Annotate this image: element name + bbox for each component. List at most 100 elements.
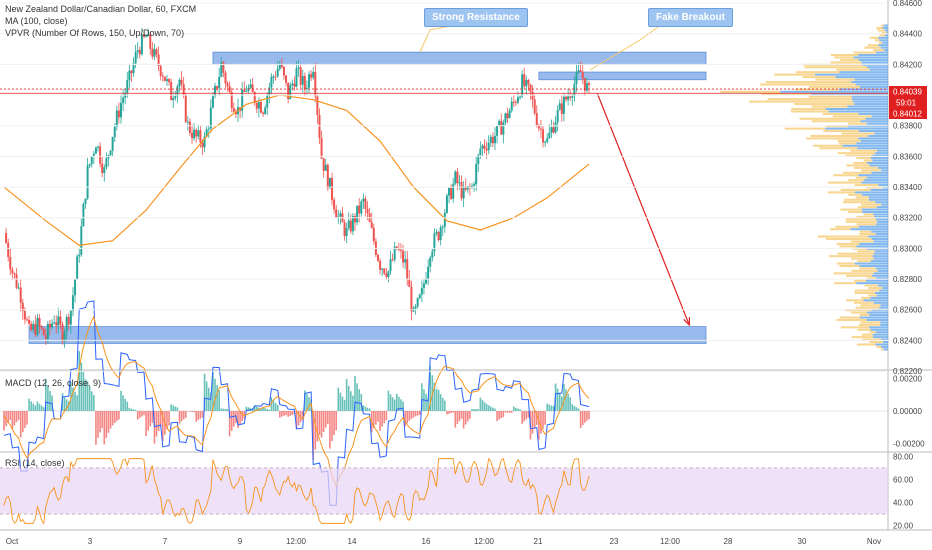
- macd-histogram-bar: [203, 373, 206, 411]
- volume-row-down: [859, 314, 870, 317]
- macd-histogram-bar: [462, 411, 465, 429]
- strong-resistance-label[interactable]: Strong Resistance: [424, 8, 528, 27]
- macd-histogram-bar: [515, 407, 517, 411]
- rsi-panel[interactable]: 80.00 60.00 40.00 20.00: [0, 452, 914, 531]
- candle-body: [211, 96, 214, 108]
- macd-tick-label: 0.00200: [893, 375, 922, 384]
- candle-body: [155, 49, 158, 55]
- candle-body: [422, 283, 425, 289]
- macd-histogram-bar: [289, 411, 292, 416]
- macd-histogram-bar: [558, 393, 561, 411]
- macd-histogram-bar: [345, 379, 348, 411]
- candle-body: [585, 83, 588, 91]
- rsi-legend[interactable]: RSI (14, close): [5, 458, 65, 468]
- candle-body: [180, 79, 183, 85]
- macd-histogram-bar: [429, 365, 432, 411]
- candle-body: [381, 268, 384, 270]
- macd-histogram-bar: [99, 411, 101, 433]
- candle-body: [132, 63, 135, 74]
- macd-histogram-bar: [579, 411, 582, 429]
- volume-row-up: [869, 68, 888, 71]
- macd-histogram-bar: [28, 398, 30, 411]
- candle-body: [356, 205, 359, 223]
- fake-breakout-label[interactable]: Fake Breakout: [648, 8, 733, 27]
- macd-histogram-bar: [469, 411, 471, 419]
- y-tick-label: 0.83200: [893, 214, 922, 223]
- volume-row-down: [819, 147, 858, 150]
- ma-legend[interactable]: MA (100, close): [5, 16, 68, 26]
- volume-row-down: [848, 122, 867, 125]
- volume-row-down: [795, 71, 840, 74]
- macd-histogram-bar: [268, 409, 271, 411]
- candle-body: [92, 153, 95, 157]
- macd-histogram-bar: [479, 397, 482, 411]
- macd-legend[interactable]: MACD (12, 26, close, 9): [5, 378, 102, 388]
- volume-row-down: [838, 142, 857, 145]
- time-axis[interactable]: Oct 3 7 9 12:00 14 16 12:00 21 23 12:00 28 30 Nov: [6, 537, 881, 546]
- macd-histogram-bar: [448, 411, 450, 414]
- candle-body: [209, 107, 212, 129]
- candle-body: [253, 92, 256, 103]
- volume-row-down: [854, 279, 866, 282]
- candle-body: [203, 136, 206, 148]
- candle-body: [491, 136, 494, 144]
- volume-row-up: [875, 343, 888, 346]
- volume-row-down: [855, 306, 880, 309]
- volume-row-up: [883, 24, 888, 27]
- candle-body: [573, 83, 576, 97]
- candle-body: [351, 216, 354, 232]
- candle-body: [128, 70, 131, 81]
- candle-body: [402, 250, 405, 263]
- price-axis[interactable]: 0.846000.844000.842000.840000.838000.836…: [0, 0, 922, 376]
- macd-histogram-bar: [331, 411, 333, 442]
- macd-histogram-bar: [333, 411, 335, 436]
- volume-row-down: [767, 98, 853, 101]
- volume-row-down: [840, 208, 862, 211]
- macd-histogram-bar: [143, 411, 145, 416]
- x-tick-label: 9: [238, 537, 243, 546]
- volume-row-up: [880, 304, 888, 307]
- candle-body: [366, 208, 369, 214]
- macd-histogram-bar: [230, 411, 233, 431]
- volume-row-up: [862, 210, 888, 214]
- macd-histogram-bar: [577, 408, 580, 411]
- macd-histogram-bar: [218, 390, 220, 411]
- macd-histogram-bar: [130, 408, 133, 411]
- candle-body: [556, 109, 559, 123]
- volume-row-up: [860, 120, 888, 123]
- candle-body: [431, 251, 434, 258]
- macd-histogram-bar: [506, 411, 509, 413]
- candle-body: [268, 87, 271, 96]
- macd-histogram-bar: [475, 409, 477, 411]
- candle-body: [71, 295, 74, 311]
- volume-row-up: [856, 245, 888, 248]
- volume-row-down: [835, 225, 859, 228]
- candle-body: [354, 216, 356, 223]
- candle-body: [464, 186, 467, 190]
- candle-body: [243, 89, 246, 92]
- macd-histogram-bar: [193, 411, 195, 413]
- volume-row-up: [871, 230, 888, 233]
- vpvr-legend[interactable]: VPVR (Number Of Rows, 150, Up/Down, 70): [5, 28, 185, 38]
- candle-body: [324, 164, 327, 171]
- volume-row-down: [822, 112, 859, 115]
- symbol-legend[interactable]: New Zealand Dollar/Canadian Dollar, 60, …: [5, 4, 197, 14]
- macd-histogram-bar: [521, 411, 523, 424]
- volume-row-up: [856, 282, 888, 285]
- volume-row-up: [871, 274, 888, 277]
- candle-body: [316, 96, 319, 116]
- candle-body: [331, 177, 334, 200]
- candle-body: [157, 54, 160, 66]
- macd-histogram-bar: [377, 411, 379, 422]
- macd-histogram-bar: [364, 406, 367, 411]
- candle-body: [42, 328, 45, 336]
- macd-panel[interactable]: 0.00200 0.00000 -0.00200: [0, 300, 925, 506]
- macd-histogram-bar: [446, 411, 448, 415]
- y-tick-label: 0.83000: [893, 244, 922, 253]
- x-tick-label: 12:00: [286, 537, 307, 546]
- candle-body: [274, 76, 277, 78]
- macd-histogram-bar: [517, 408, 519, 411]
- candle-body: [111, 137, 114, 151]
- timer-badge-text: 59:01: [896, 99, 917, 108]
